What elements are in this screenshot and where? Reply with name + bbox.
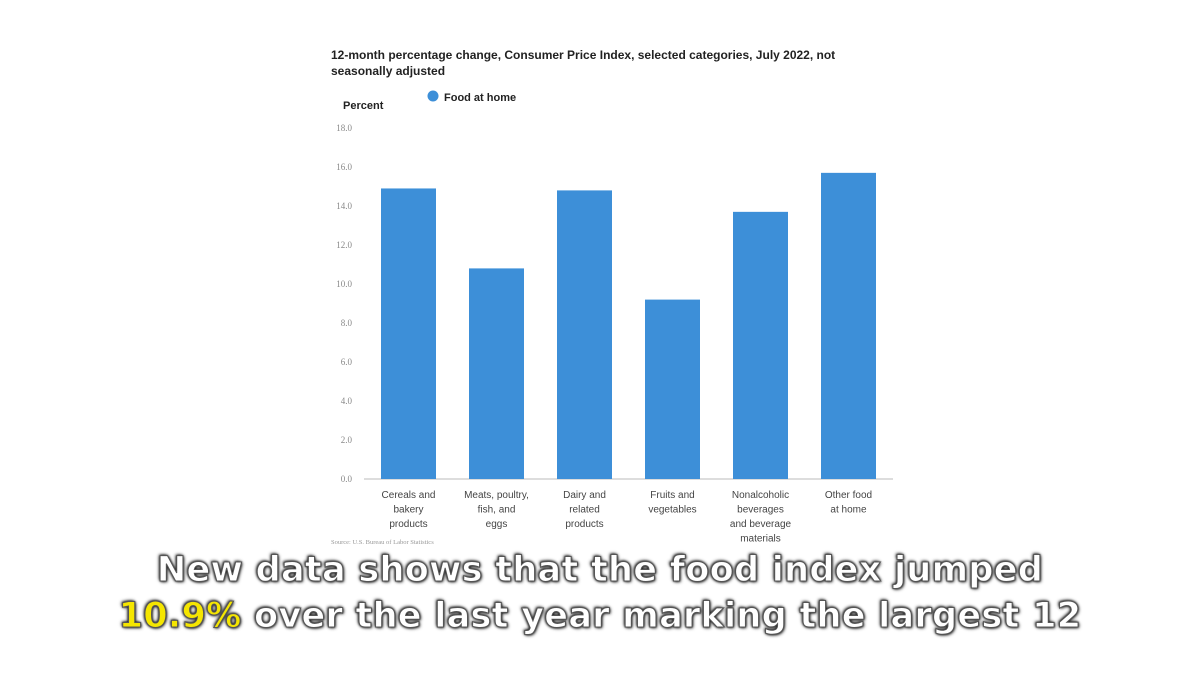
bar	[821, 172, 876, 479]
x-tick-label-line: bakery	[393, 505, 423, 516]
x-tick-label-line: Cereals and	[382, 490, 436, 501]
bar	[469, 268, 524, 479]
bar	[645, 299, 700, 479]
y-axis-ticks: 0.0 2.0 4.0 6.0 8.0 10.0 12.0 14.0 16.0 18.0	[336, 123, 352, 484]
y-tick-label: 4.0	[341, 396, 353, 406]
x-tick-label-line: Dairy and	[563, 490, 606, 501]
y-tick-label: 18.0	[336, 123, 352, 133]
x-tick-label-line: fish, and	[478, 505, 516, 516]
x-tick-label-line: Meats, poultry,	[464, 490, 529, 501]
x-tick-label-line: materials	[740, 534, 781, 545]
y-tick-label: 6.0	[341, 357, 353, 367]
legend-label: Food at home	[444, 92, 516, 104]
x-tick-label-line: products	[565, 519, 603, 530]
y-tick-label: 8.0	[341, 318, 353, 328]
bar	[733, 211, 788, 479]
y-tick-label: 14.0	[336, 201, 352, 211]
y-tick-label: 10.0	[336, 279, 352, 289]
x-tick-label: Dairy and related products	[563, 490, 606, 530]
x-tick-label-line: Fruits and	[650, 490, 694, 501]
caption-line-2-rest: over the last year marking the largest 1…	[241, 596, 1082, 637]
x-tick-label-line: at home	[830, 505, 867, 516]
bars-group	[381, 172, 876, 479]
x-tick-label: Fruits and vegetables	[648, 490, 696, 516]
y-tick-label: 16.0	[336, 162, 352, 172]
caption-line-2: 10.9% over the last year marking the lar…	[0, 593, 1200, 639]
x-tick-label: Meats, poultry, fish, and eggs	[464, 490, 529, 530]
x-tick-label-line: eggs	[486, 519, 508, 530]
x-tick-label-line: vegetables	[648, 505, 696, 516]
x-tick-label: Nonalcoholic beverages and beverage materia…	[730, 490, 792, 545]
x-tick-label-line: related	[569, 505, 600, 516]
x-tick-label-line: products	[389, 519, 427, 530]
source-note: Source: U.S. Bureau of Labor Statistics	[331, 539, 434, 546]
bar	[381, 188, 436, 479]
caption-highlight: 10.9%	[118, 596, 242, 637]
y-tick-label: 2.0	[341, 435, 353, 445]
x-tick-label-line: and beverage	[730, 519, 792, 530]
x-tick-label: Other food at home	[825, 490, 872, 516]
x-tick-label-line: beverages	[737, 505, 784, 516]
caption-line-1: New data shows that the food index jumpe…	[156, 550, 1044, 591]
x-axis-tick-labels: Cereals and bakery products Meats, poultry,…	[382, 490, 873, 545]
x-tick-label-line: Other food	[825, 490, 872, 501]
legend-swatch	[427, 90, 439, 102]
y-tick-label: 12.0	[336, 240, 352, 250]
y-tick-label: 0.0	[341, 474, 353, 484]
chart-title: 12-month percentage change, Consumer Pri…	[331, 48, 836, 78]
y-axis-label: Percent	[343, 100, 384, 112]
video-caption: New data shows that the food index jumpe…	[0, 547, 1200, 639]
x-tick-label-line: Nonalcoholic	[732, 490, 789, 501]
bar	[557, 190, 612, 479]
x-tick-label: Cereals and bakery products	[382, 490, 436, 530]
